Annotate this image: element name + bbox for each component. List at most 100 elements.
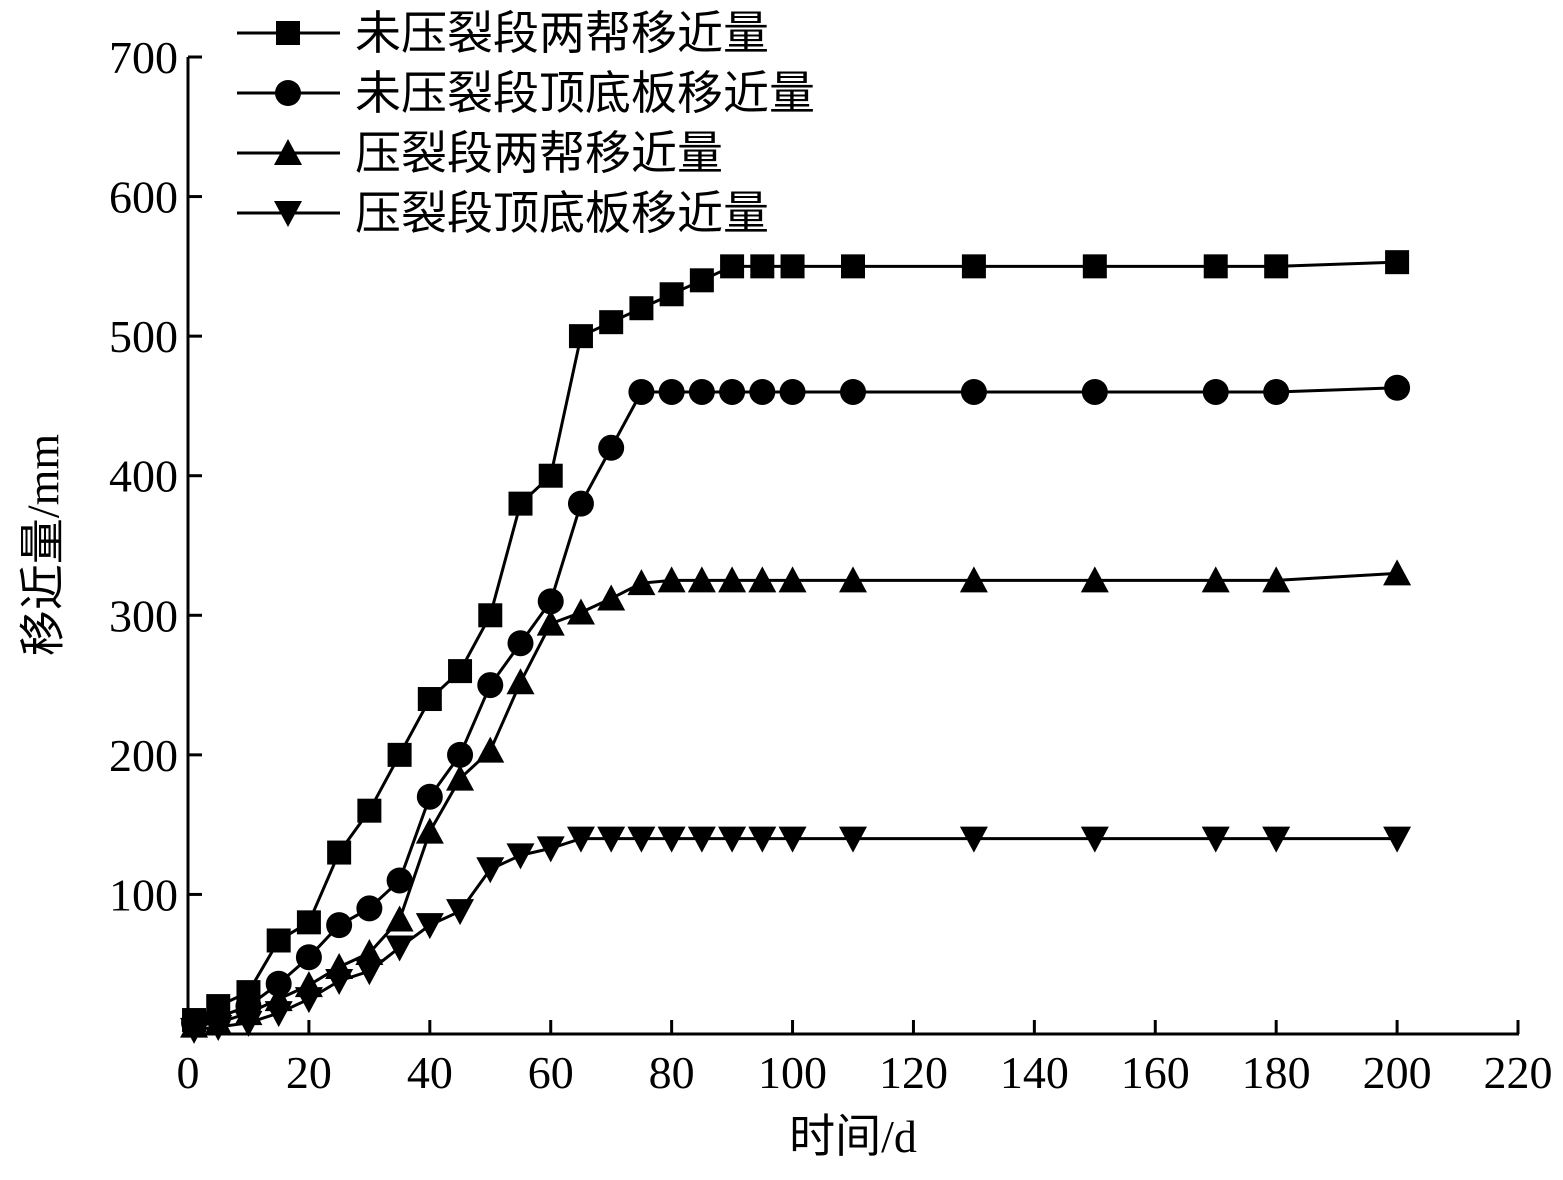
marker — [627, 569, 656, 596]
marker — [599, 310, 624, 335]
marker — [1264, 254, 1289, 279]
marker — [415, 817, 444, 844]
marker — [1080, 566, 1109, 593]
marker — [598, 434, 625, 461]
marker — [507, 630, 534, 657]
marker — [1081, 378, 1108, 405]
marker — [778, 566, 807, 593]
marker — [1385, 250, 1410, 275]
marker — [446, 899, 475, 926]
marker — [476, 857, 505, 884]
marker — [688, 378, 715, 405]
legend-label: 压裂段顶底板移近量 — [355, 188, 769, 239]
marker — [447, 741, 474, 768]
marker — [780, 254, 805, 279]
marker — [627, 826, 656, 853]
marker — [1203, 254, 1228, 279]
y-tick-label: 500 — [109, 311, 178, 362]
marker — [417, 687, 442, 712]
marker — [537, 588, 564, 615]
marker — [567, 490, 594, 517]
marker — [779, 378, 806, 405]
series-line — [193, 837, 1398, 1032]
marker — [657, 826, 686, 853]
marker — [387, 742, 412, 767]
marker — [839, 566, 867, 593]
marker — [1383, 826, 1412, 853]
marker — [180, 1017, 209, 1044]
marker — [536, 836, 565, 863]
marker — [478, 603, 503, 628]
marker — [416, 783, 443, 810]
marker — [839, 826, 867, 853]
marker — [750, 254, 775, 279]
x-tick-label: 180 — [1242, 1047, 1311, 1098]
marker — [327, 840, 352, 865]
marker — [568, 324, 593, 349]
marker — [628, 378, 655, 405]
x-tick-label: 0 — [177, 1047, 200, 1098]
marker — [1082, 254, 1107, 279]
legend-marker — [274, 201, 302, 227]
legend-marker — [274, 139, 302, 165]
marker — [295, 944, 322, 971]
marker — [356, 895, 383, 922]
marker — [597, 584, 626, 611]
legend-label: 未压裂段两帮移近量 — [355, 8, 769, 59]
marker — [1383, 559, 1412, 586]
marker — [718, 566, 747, 593]
marker — [1263, 378, 1290, 405]
marker — [296, 910, 321, 935]
y-tick-label: 600 — [109, 172, 178, 223]
marker — [386, 867, 413, 894]
marker — [748, 566, 777, 593]
marker — [597, 826, 626, 853]
x-tick-label: 80 — [649, 1047, 695, 1098]
marker — [536, 609, 565, 636]
marker — [1201, 566, 1230, 593]
marker — [1201, 826, 1230, 853]
marker — [265, 970, 292, 997]
marker — [961, 254, 986, 279]
marker — [659, 282, 684, 307]
marker — [1262, 826, 1291, 853]
marker — [720, 254, 745, 279]
marker — [566, 598, 595, 625]
marker — [748, 826, 777, 853]
x-tick-label: 20 — [286, 1047, 332, 1098]
marker — [415, 913, 444, 940]
y-tick-label: 700 — [109, 32, 178, 83]
marker — [385, 905, 414, 932]
marker — [718, 826, 747, 853]
series-line — [193, 386, 1398, 1025]
marker — [629, 296, 654, 321]
marker — [326, 912, 353, 939]
marker — [959, 566, 988, 593]
marker — [687, 826, 716, 853]
legend-label: 未压裂段顶底板移近量 — [355, 68, 815, 119]
marker — [566, 826, 595, 853]
marker — [840, 378, 866, 405]
marker — [355, 939, 384, 966]
marker — [689, 268, 714, 293]
marker — [841, 254, 865, 279]
marker — [749, 378, 776, 405]
marker — [266, 928, 291, 953]
legend-marker — [275, 80, 301, 106]
marker — [1202, 378, 1229, 405]
marker — [234, 1010, 263, 1037]
legend-label: 压裂段两帮移近量 — [355, 128, 723, 179]
x-tick-label: 200 — [1363, 1047, 1432, 1098]
marker — [687, 566, 716, 593]
marker — [325, 968, 354, 995]
marker — [355, 959, 384, 986]
y-tick-label: 400 — [109, 451, 178, 502]
x-tick-label: 160 — [1121, 1047, 1190, 1098]
marker — [960, 378, 987, 405]
marker — [506, 668, 535, 695]
marker — [658, 378, 685, 405]
marker — [538, 463, 563, 488]
marker — [294, 987, 323, 1014]
